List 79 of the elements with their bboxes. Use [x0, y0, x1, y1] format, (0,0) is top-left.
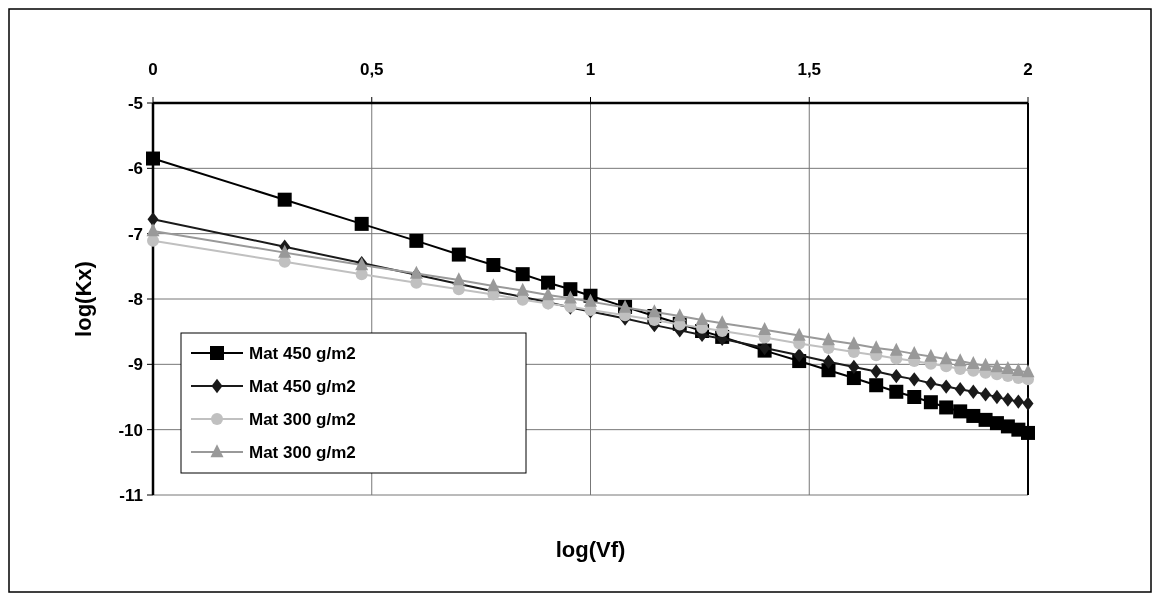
point [146, 223, 160, 237]
point [1001, 361, 1015, 375]
legend-label: Mat 300 g/m2 [249, 442, 356, 462]
y-tick-label: -5 [127, 93, 143, 113]
point [908, 372, 920, 387]
point [953, 353, 967, 367]
point [516, 282, 530, 296]
point [1021, 425, 1035, 440]
y-tick-label: -9 [127, 355, 143, 375]
point [1011, 363, 1025, 377]
point [954, 382, 966, 397]
point [486, 258, 501, 273]
point [953, 404, 968, 419]
x-tick-label: 1 [585, 60, 596, 79]
point [848, 359, 860, 375]
point [563, 282, 578, 297]
point [409, 233, 424, 248]
point [923, 395, 938, 410]
point [515, 267, 530, 282]
point [584, 293, 597, 307]
point [846, 371, 861, 386]
point [486, 278, 500, 292]
legend-label: Mat 450 g/m2 [249, 376, 356, 396]
point [792, 327, 806, 341]
point [991, 389, 1003, 405]
point [890, 368, 902, 384]
point [980, 387, 992, 402]
point [939, 351, 953, 365]
y-tick-label: -11 [119, 485, 143, 505]
x-tick-label: 0 [148, 60, 158, 79]
point [847, 336, 861, 350]
point [823, 354, 834, 369]
point [869, 378, 884, 393]
point [1022, 396, 1034, 411]
point [870, 364, 882, 379]
point [967, 384, 979, 399]
y-axis-title: log(Kx) [71, 261, 96, 337]
point [966, 355, 980, 369]
point [277, 192, 292, 207]
y-tick-label: -6 [127, 159, 143, 179]
y-tick-label: -7 [127, 224, 143, 244]
point [889, 384, 904, 399]
point [147, 212, 159, 227]
y-tick-label: -8 [127, 289, 143, 309]
point [452, 272, 466, 286]
point [673, 308, 687, 322]
point [793, 348, 805, 363]
point [907, 390, 922, 404]
point [979, 357, 993, 371]
point [822, 332, 835, 346]
point [541, 287, 555, 301]
point [146, 151, 160, 166]
point [1002, 392, 1014, 407]
x-axis-title: log(Vf) [555, 537, 626, 562]
point [354, 216, 369, 231]
point [869, 340, 883, 354]
point [1021, 364, 1035, 378]
point [563, 290, 577, 304]
x-tick-label: 1,5 [797, 60, 822, 79]
legend-label: Mat 450 g/m2 [249, 343, 356, 363]
legend-label: Mat 300 g/m2 [249, 409, 356, 429]
point [990, 359, 1004, 373]
point [758, 321, 772, 335]
point [889, 342, 903, 356]
point [541, 275, 556, 290]
x-tick-label: 0,5 [359, 60, 384, 79]
point [451, 247, 466, 262]
x-tick-label: 2 [1023, 60, 1033, 79]
point [1012, 394, 1024, 409]
point [940, 379, 952, 394]
point [278, 244, 292, 258]
y-tick-label: -10 [118, 420, 143, 440]
point [647, 304, 661, 318]
point [925, 376, 937, 391]
point [907, 346, 921, 360]
point [924, 348, 938, 362]
point [939, 400, 954, 415]
point [695, 312, 709, 326]
point [715, 315, 729, 329]
